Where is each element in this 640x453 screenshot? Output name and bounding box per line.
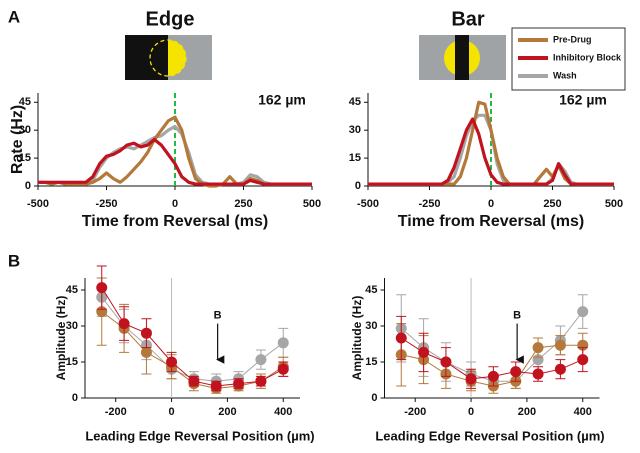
y-tick-label: 45: [19, 96, 31, 108]
x-tick-label: 250: [543, 198, 561, 210]
y-tick-label: 0: [371, 392, 377, 404]
point: [532, 368, 544, 380]
y-tick-label: 30: [365, 320, 377, 332]
x-tick-label: -250: [418, 198, 440, 210]
legend-label: Wash: [553, 70, 577, 80]
point: [210, 380, 222, 392]
y-tick-label: 45: [349, 96, 361, 108]
point: [395, 332, 407, 344]
point: [277, 337, 289, 349]
y-tick-label: 30: [349, 124, 361, 136]
x-tick-label: 250: [234, 198, 252, 210]
x-axis-label: Leading Edge Reversal Position (µm): [375, 428, 604, 443]
chart-title: Edge: [146, 8, 195, 30]
arrow-label: B: [513, 310, 521, 322]
x-tick-label: 400: [274, 406, 292, 418]
x-tick-label: -200: [404, 406, 426, 418]
point: [465, 373, 477, 385]
panel-label: B: [8, 251, 20, 270]
point: [510, 366, 522, 378]
y-tick-label: 15: [66, 356, 78, 368]
stimulus-bar: [419, 35, 506, 80]
point: [277, 363, 289, 375]
y-tick-label: 45: [365, 284, 377, 296]
point: [554, 339, 566, 351]
point: [140, 346, 152, 358]
connector: [101, 296, 284, 382]
point: [118, 318, 130, 330]
point: [233, 378, 245, 390]
annotation: 162 µm: [258, 92, 306, 108]
point: [487, 370, 499, 382]
point: [440, 356, 452, 368]
x-axis-label: Time from Reversal (ms): [82, 213, 268, 230]
y-tick-label: 0: [25, 180, 31, 192]
y-tick-label: 15: [19, 152, 31, 164]
x-tick-label: -200: [105, 406, 127, 418]
legend-label: Inhibitory Block: [553, 52, 622, 62]
point: [166, 356, 178, 368]
point: [577, 354, 589, 366]
y-tick-label: 45: [66, 284, 78, 296]
x-tick-label: 0: [488, 198, 494, 210]
chart: 0 15 30 45 -200 0 200 400 Amplitude (Hz) Leading …: [350, 278, 605, 443]
x-axis-label: Time from Reversal (ms): [398, 213, 584, 230]
x-tick-label: -500: [357, 198, 379, 210]
x-tick-label: -500: [27, 198, 49, 210]
line: [38, 137, 312, 186]
x-tick-label: 0: [168, 406, 174, 418]
x-tick-label: 500: [605, 198, 623, 210]
point: [188, 375, 200, 387]
y-axis-label: Amplitude (Hz): [54, 296, 68, 381]
stimulus-edge: [125, 35, 212, 80]
x-tick-label: 500: [303, 198, 321, 210]
x-axis-label: Leading Edge Reversal Position (µm): [85, 428, 314, 443]
x-tick-label: -250: [95, 198, 117, 210]
point: [418, 346, 430, 358]
panel-label: A: [8, 7, 20, 26]
chart-title: Bar: [451, 8, 485, 30]
arrow-label: B: [214, 310, 222, 322]
y-tick-label: 0: [355, 180, 361, 192]
annotation: 162 µm: [559, 92, 607, 108]
chart: 0 15 30 45 -200 0 200 400 Amplitude (Hz) Leading …: [54, 265, 315, 443]
point: [255, 375, 267, 387]
point: [140, 327, 152, 339]
chart: 0 15 30 45 -500 -250 0 250 500 Time from Reversal…: [349, 92, 623, 231]
x-tick-label: 200: [518, 406, 536, 418]
y-tick-label: 30: [19, 124, 31, 136]
point: [255, 354, 267, 366]
chart: 0 15 30 45 -500 -250 0 250 500 Rate (Hz) Time from…: [9, 92, 321, 231]
y-tick-label: 15: [349, 152, 361, 164]
y-axis-label: Amplitude (Hz): [350, 296, 364, 381]
legend-label: Pre-Drug: [553, 34, 592, 44]
y-tick-label: 15: [365, 356, 377, 368]
line: [368, 117, 614, 186]
point: [96, 282, 108, 294]
point: [554, 363, 566, 375]
y-tick-label: 0: [72, 392, 78, 404]
x-tick-label: 0: [172, 198, 178, 210]
x-tick-label: 400: [574, 406, 592, 418]
legend: Pre-Drug Inhibitory Block Wash: [518, 34, 622, 80]
y-tick-label: 30: [66, 320, 78, 332]
point: [577, 306, 589, 318]
point: [532, 342, 544, 354]
x-tick-label: 0: [468, 406, 474, 418]
y-axis-label: Rate (Hz): [9, 105, 26, 174]
x-tick-label: 200: [218, 406, 236, 418]
